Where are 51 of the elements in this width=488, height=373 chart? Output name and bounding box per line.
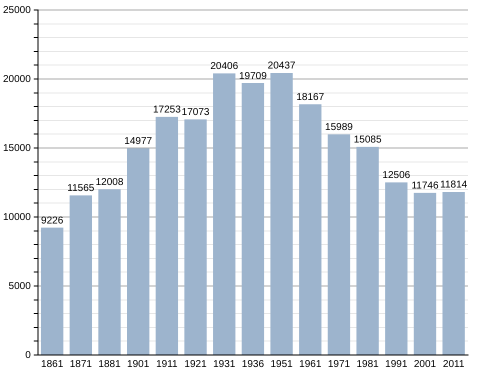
y-tick-label: 5000 <box>8 280 32 292</box>
data-label: 9226 <box>41 215 64 226</box>
bar <box>70 195 92 354</box>
data-label: 12506 <box>382 170 411 182</box>
bar <box>385 182 408 354</box>
bar <box>328 134 350 354</box>
y-tick-label: 25000 <box>2 4 32 16</box>
y-tick-label: 15000 <box>2 142 32 154</box>
x-tick-label: 1931 <box>213 358 236 370</box>
data-label: 18167 <box>296 92 325 104</box>
data-label: 17073 <box>182 107 210 118</box>
data-label: 15989 <box>325 122 354 134</box>
data-label: 15085 <box>354 134 382 146</box>
bar <box>299 104 322 354</box>
x-tick-label: 1881 <box>98 358 122 370</box>
data-label: 20406 <box>210 61 239 72</box>
data-label: 11746 <box>411 180 439 192</box>
data-label: 11814 <box>440 180 468 191</box>
x-tick-label: 1971 <box>328 358 350 370</box>
y-tick-label: 10000 <box>2 212 32 223</box>
x-tick-label: 1961 <box>299 358 322 370</box>
x-tick-label: 1861 <box>41 358 64 370</box>
x-tick-label: 1901 <box>127 358 150 370</box>
bar <box>184 119 207 354</box>
x-tick-label: 1871 <box>70 358 92 370</box>
data-label: 12008 <box>96 177 124 188</box>
bar <box>442 192 465 354</box>
x-tick-label: 1936 <box>242 358 264 370</box>
data-label: 19709 <box>239 70 268 82</box>
x-tick-label: 1911 <box>156 358 178 370</box>
x-tick-label: 1951 <box>270 358 294 370</box>
bar <box>40 228 64 354</box>
bar <box>270 72 293 354</box>
data-label: 14977 <box>124 136 153 148</box>
x-tick-label: 1991 <box>385 358 408 370</box>
x-tick-label: 2011 <box>442 358 465 370</box>
bar <box>127 148 150 354</box>
data-label: 11565 <box>67 183 95 194</box>
x-tick-label: 1921 <box>184 358 208 370</box>
data-label: 20437 <box>268 60 296 72</box>
bar <box>156 116 178 354</box>
y-tick-label: 20000 <box>2 74 32 85</box>
bar <box>356 146 379 354</box>
bar <box>98 189 121 354</box>
y-tick-label: 0 <box>25 350 32 361</box>
bar <box>414 192 436 354</box>
x-tick-label: 1981 <box>356 358 380 370</box>
x-tick-label: 2001 <box>414 358 437 370</box>
data-label: 17253 <box>152 104 182 116</box>
bar <box>213 73 236 354</box>
bar <box>242 83 264 354</box>
